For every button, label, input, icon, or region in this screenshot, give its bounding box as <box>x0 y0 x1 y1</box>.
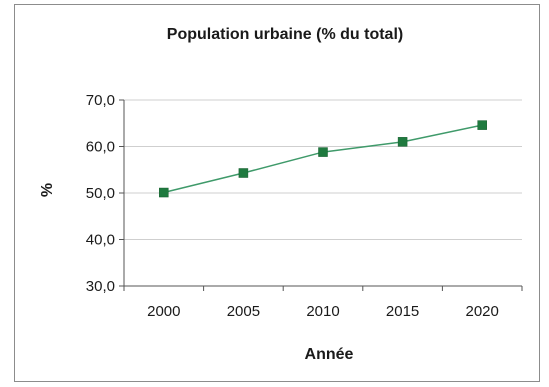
data-point <box>397 137 408 147</box>
x-tick-label: 2015 <box>386 303 419 320</box>
y-axis-label: % <box>39 183 56 197</box>
x-tick-label: 2010 <box>306 303 339 320</box>
axes <box>119 99 523 291</box>
gridlines <box>124 99 522 240</box>
y-tick-label: 50,0 <box>86 185 115 202</box>
chart-title: Population urbaine (% du total) <box>167 26 403 43</box>
data-point <box>318 147 328 157</box>
x-tick-label: 2020 <box>466 303 499 320</box>
y-tick-label: 40,0 <box>86 232 115 249</box>
x-axis-label: Année <box>305 346 354 363</box>
x-tick-label: 2000 <box>147 303 180 320</box>
x-tick-label: 2005 <box>227 303 260 320</box>
data-markers <box>159 120 487 198</box>
data-point <box>159 187 169 198</box>
y-tick-labels: 30,0 40,0 50,0 60,0 70,0 <box>86 92 115 295</box>
data-point <box>238 168 249 178</box>
y-tick-label: 30,0 <box>86 278 115 295</box>
y-tick-label: 60,0 <box>86 139 115 156</box>
data-point <box>477 120 487 130</box>
x-tick-labels: 2000 2005 2010 2015 2020 <box>147 303 499 320</box>
y-tick-label: 70,0 <box>86 92 115 109</box>
series-line <box>163 124 483 194</box>
